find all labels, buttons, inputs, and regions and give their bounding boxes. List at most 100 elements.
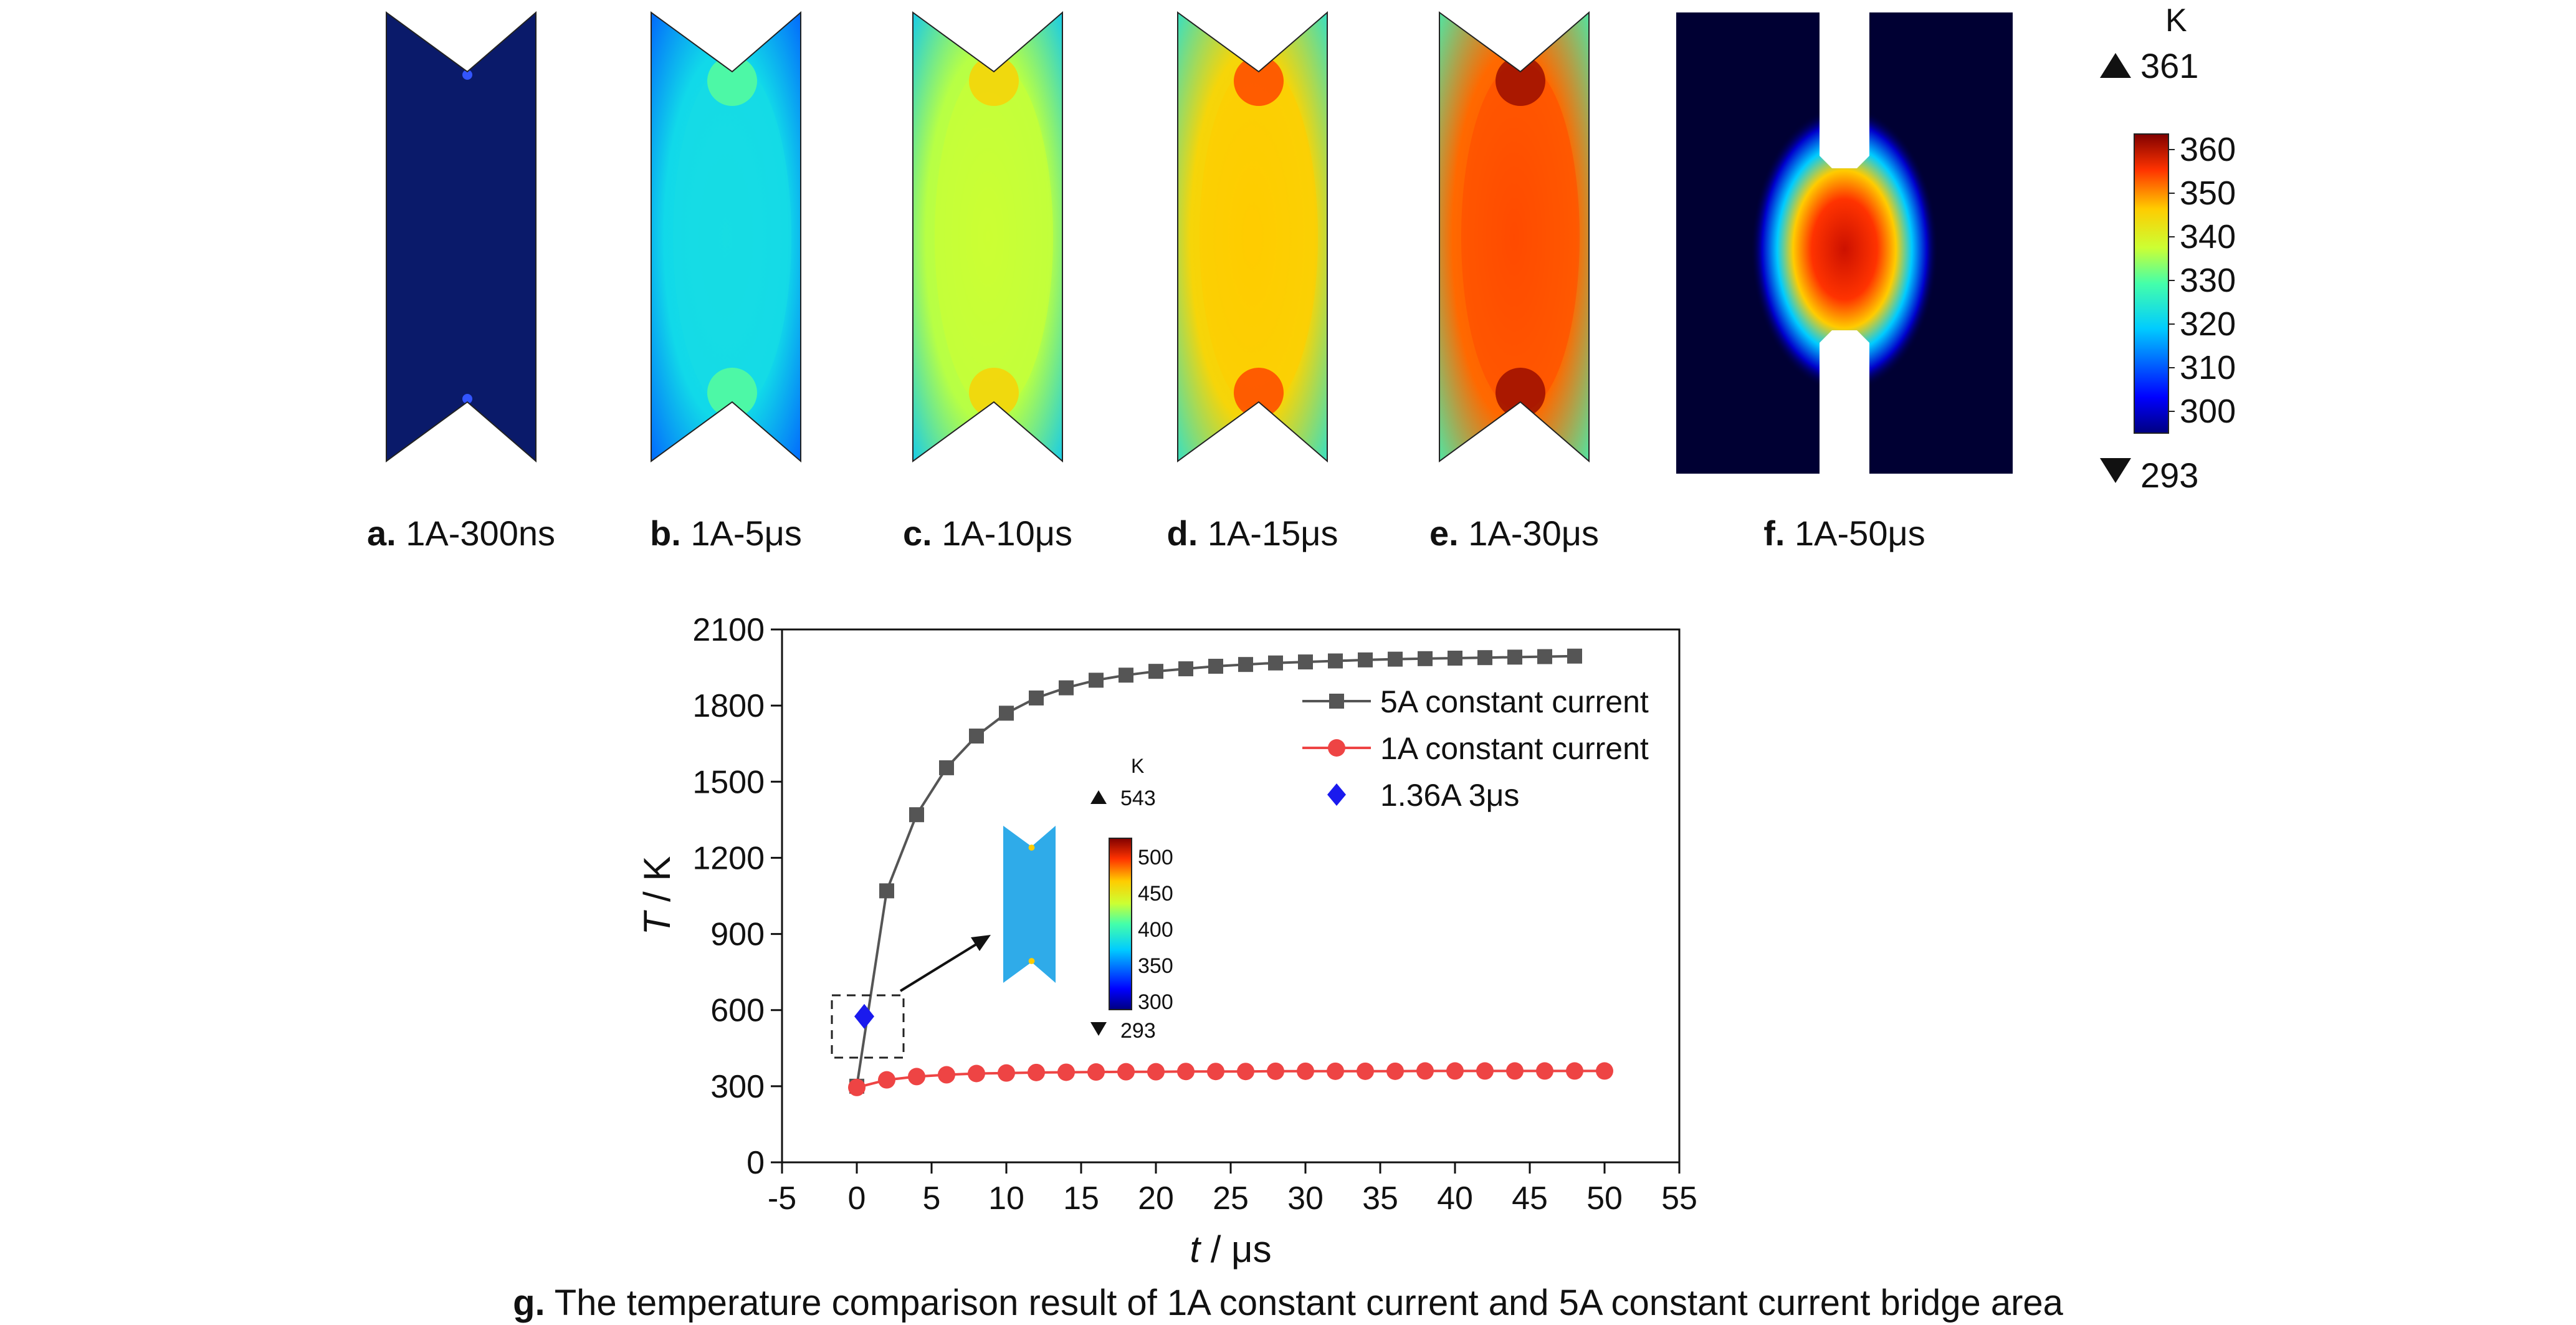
x-tick-label: 50 xyxy=(1586,1180,1623,1217)
data-point-5A xyxy=(1268,655,1283,671)
data-point-5A xyxy=(1477,650,1492,666)
data-point-1A xyxy=(968,1064,985,1083)
panel-caption: b. 1A-5μs xyxy=(650,514,802,553)
inset-max-marker-icon xyxy=(1090,790,1107,804)
panel-f-image xyxy=(1676,12,2013,474)
inset-arrow xyxy=(899,940,983,992)
data-point-5A xyxy=(969,729,984,744)
data-point-1A xyxy=(848,1078,866,1096)
panel-f: f. 1A-50μs xyxy=(1763,514,1925,553)
x-tick-label: 55 xyxy=(1661,1180,1697,1217)
data-point-5A xyxy=(1537,649,1552,664)
data-point-5A xyxy=(1208,659,1223,674)
y-tick-label: 900 xyxy=(710,917,765,953)
data-point-5A xyxy=(999,706,1014,721)
chart-g: -5 0 5 10 15 20 25 30 35 40 45 50 55 030060090012001… xyxy=(636,612,1697,1270)
inset-max: 543 xyxy=(1120,787,1156,810)
data-point-5A xyxy=(1418,651,1433,666)
colorbar-top-scale xyxy=(2134,133,2169,434)
panel-caption: a. 1A-300ns xyxy=(367,514,555,553)
y-tick-label: 2100 xyxy=(692,612,765,648)
y-tick-label: 1500 xyxy=(692,764,765,800)
min-marker-icon xyxy=(2100,458,2131,483)
data-point-1A xyxy=(998,1064,1015,1082)
y-tick-label: 1800 xyxy=(692,688,765,724)
colorbar-top-max: 361 xyxy=(2140,46,2198,85)
data-point-1A xyxy=(1297,1062,1314,1080)
data-point-5A xyxy=(1178,661,1193,677)
panel-image xyxy=(912,11,1063,463)
legend-marker xyxy=(1327,783,1346,806)
x-tick-label: 40 xyxy=(1437,1180,1473,1217)
series-line xyxy=(856,654,1575,1087)
y-tick-label: 0 xyxy=(747,1145,765,1181)
data-point-1A xyxy=(1327,1062,1344,1080)
data-point-1A xyxy=(1566,1062,1583,1080)
data-point-1A xyxy=(1177,1063,1195,1081)
x-axis-label: t / μs xyxy=(1190,1228,1271,1270)
colorbar-top-tick: 340 xyxy=(2180,218,2236,256)
inset-min-marker-icon xyxy=(1090,1022,1107,1036)
x-tick-label: 15 xyxy=(1063,1180,1099,1217)
panel-b: b. 1A-5μs xyxy=(650,11,802,553)
data-point-5A xyxy=(1507,649,1522,665)
data-point-5A xyxy=(1328,653,1343,669)
inset: K 543 500 450 400 350 300 293 xyxy=(1003,755,1173,1043)
data-point-1A xyxy=(1237,1063,1254,1081)
panel-e: e. 1A-30μs xyxy=(1429,11,1599,553)
inset-unit: K xyxy=(1131,755,1144,777)
y-tick-label: 1200 xyxy=(692,840,765,876)
colorbar-top-tick: 360 xyxy=(2180,131,2236,168)
max-marker-icon xyxy=(2100,53,2131,78)
data-point-1A xyxy=(1416,1062,1434,1080)
data-point-1A xyxy=(1267,1062,1284,1080)
colorbar-top-min: 293 xyxy=(2140,456,2198,495)
colorbar-top-tick: 330 xyxy=(2180,262,2236,299)
colorbar-top-tick: 320 xyxy=(2180,305,2236,343)
data-point-5A xyxy=(1029,690,1044,706)
inset-min: 293 xyxy=(1120,1019,1156,1043)
legend-marker xyxy=(1329,694,1344,709)
colorbar-top-tick: 350 xyxy=(2180,175,2236,212)
data-point-1A xyxy=(1506,1062,1524,1080)
data-point-5A xyxy=(1298,654,1313,670)
panel-image xyxy=(1439,11,1590,463)
data-point-5A xyxy=(939,760,954,775)
data-point-5A xyxy=(1238,657,1253,672)
panel-caption: c. 1A-10μs xyxy=(903,514,1072,553)
data-point-5A xyxy=(1388,651,1403,667)
x-tick-label: 45 xyxy=(1512,1180,1548,1217)
data-point-1A xyxy=(878,1071,895,1089)
panel-d: d. 1A-15μs xyxy=(1166,11,1338,553)
data-point-5A xyxy=(1448,651,1462,666)
y-axis-label: T / K xyxy=(636,856,678,935)
x-tick-label: 5 xyxy=(923,1180,941,1217)
panel-caption: f. 1A-50μs xyxy=(1763,514,1925,553)
y-tick-label: 300 xyxy=(710,1069,765,1105)
x-tick-label: 30 xyxy=(1287,1180,1324,1217)
colorbar-top-tick: 300 xyxy=(2180,393,2236,430)
data-point-1A xyxy=(1446,1062,1464,1080)
data-point-5A xyxy=(1089,672,1104,688)
data-point-1A xyxy=(1357,1062,1374,1080)
data-point-5A xyxy=(879,883,894,899)
data-point-1A xyxy=(1207,1063,1224,1081)
data-point-5A xyxy=(1358,652,1373,667)
y-tick-label: 600 xyxy=(710,993,765,1029)
colorbar-top-tick: 310 xyxy=(2180,349,2236,386)
data-point-1A xyxy=(938,1066,955,1084)
chart-legend: 5A constant current 1A constant current 1.… xyxy=(1302,684,1649,813)
x-tick-label: 20 xyxy=(1138,1180,1174,1217)
inset-tick: 400 xyxy=(1138,918,1173,942)
caption-g: g. The temperature comparison result of … xyxy=(513,1283,2064,1323)
data-point-1A xyxy=(1147,1063,1165,1081)
data-point-1A xyxy=(1476,1062,1494,1080)
inset-tick: 450 xyxy=(1138,882,1173,906)
panel-image xyxy=(386,11,537,463)
panel-caption: e. 1A-30μs xyxy=(1429,514,1599,553)
x-tick-label: 0 xyxy=(848,1180,866,1217)
legend-label: 1A constant current xyxy=(1380,731,1649,766)
x-tick-label: 25 xyxy=(1213,1180,1249,1217)
highlight-box xyxy=(831,994,905,1059)
